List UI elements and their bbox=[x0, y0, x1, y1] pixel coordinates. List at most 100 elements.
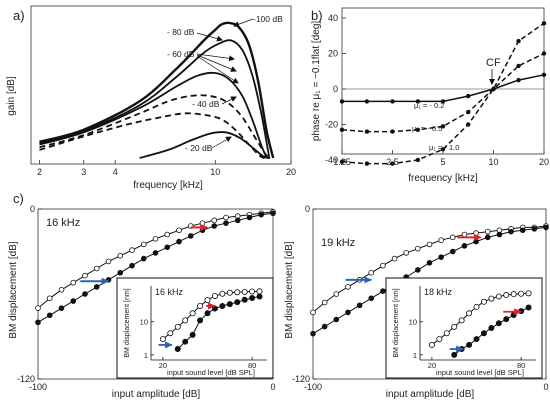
panel-a-annotation-100db: -100 dB bbox=[253, 14, 283, 24]
panel-c-ytick-label: 0 bbox=[305, 204, 310, 214]
panel-b-point bbox=[541, 21, 547, 26]
panel-c-open-point bbox=[199, 220, 206, 226]
inset-title: 16 kHz bbox=[155, 287, 184, 297]
panel-a-annotation-40db: - 40 dB bbox=[192, 99, 220, 109]
inset-filled-point bbox=[197, 317, 204, 324]
inset-xlabel: input sound level [dB SPL] bbox=[167, 368, 255, 377]
panel-c-open-point bbox=[58, 286, 65, 293]
panel-b-point bbox=[339, 127, 345, 133]
inset-filled-point bbox=[525, 304, 532, 311]
panel-b-point bbox=[440, 147, 446, 152]
panel-label-a: a) bbox=[13, 8, 25, 23]
panel-c-open-point bbox=[345, 284, 351, 290]
panel-c-filled-point bbox=[152, 250, 159, 256]
panel-a-xtick-label: 2 bbox=[37, 167, 42, 177]
panel-b-point bbox=[541, 51, 547, 56]
inset-filled-point bbox=[174, 346, 181, 353]
panel-b-point bbox=[390, 99, 395, 104]
panel-b-ylabel: phase re μ₁ = −0.1flat [deg] bbox=[311, 21, 322, 142]
panel-c-open-point bbox=[415, 245, 421, 252]
inset-open-point bbox=[451, 323, 458, 330]
panel-c-xtick-label: -100 bbox=[29, 382, 47, 392]
panel-c-filled-point bbox=[258, 211, 265, 218]
inset-filled-point bbox=[503, 316, 510, 323]
inset-ylabel: BM displacement [nm] bbox=[393, 288, 400, 357]
inset-filled-point bbox=[249, 295, 256, 302]
inset-open-point bbox=[211, 292, 218, 299]
arrow-60db-1 bbox=[196, 53, 235, 62]
panel-c-filled-point bbox=[129, 262, 135, 269]
panel-b-point bbox=[466, 109, 471, 115]
inset-open-point bbox=[174, 323, 181, 330]
panel-c-filled-point bbox=[345, 309, 351, 316]
inset-filled-point bbox=[451, 351, 458, 358]
panel-b-ytick-label: 0 bbox=[333, 84, 338, 94]
panel-c1-title: 16 kHz bbox=[46, 217, 80, 229]
panel-c-ytick-label: 0 bbox=[30, 204, 35, 214]
inset-filled-point bbox=[204, 310, 211, 317]
panel-b-point bbox=[415, 157, 421, 163]
inset-filled-point bbox=[510, 311, 517, 318]
arrow-80db bbox=[196, 32, 223, 42]
panel-c-filled-point bbox=[380, 288, 386, 294]
inset-open-point bbox=[204, 297, 211, 304]
inset-open-point bbox=[488, 295, 495, 302]
panel-b-ytick-label: -40 bbox=[325, 155, 338, 165]
panel-a-annotation-arrows bbox=[196, 18, 254, 149]
panel-c-open-point bbox=[211, 217, 218, 224]
panel-c-filled-point bbox=[140, 255, 147, 262]
panel-c-xtick-label: 0 bbox=[543, 382, 548, 392]
inset-filled-point bbox=[234, 299, 241, 306]
panel-a-annotation-80db: - 80 dB bbox=[167, 27, 195, 37]
panel-c-open-point bbox=[117, 252, 124, 259]
panel-c-19khz-chart: -100 0 -120 0 19 kHz input amplitude [dB] B… bbox=[284, 204, 549, 400]
panel-c-open-point bbox=[152, 235, 159, 242]
panel-c2-title: 19 kHz bbox=[321, 237, 355, 249]
inset-open-point bbox=[241, 288, 248, 295]
panel-b-point bbox=[466, 93, 471, 99]
panel-c-open-point bbox=[333, 291, 340, 297]
panel-c-open-point bbox=[484, 228, 491, 235]
inset-open-point bbox=[480, 298, 487, 305]
inset-xtick-label: 80 bbox=[517, 361, 525, 370]
panel-b-series-1 bbox=[342, 74, 545, 103]
panel-b-label-mu-0-5: μ₁ = - 0.5 bbox=[412, 124, 442, 133]
panel-c-open-point bbox=[321, 299, 328, 306]
panel-b-label-mu-1-0: μ₁ = - 1.0 bbox=[429, 143, 459, 152]
panel-label-c: c) bbox=[13, 191, 24, 206]
panel-c1-xlabel: input amplitude [dB] bbox=[112, 389, 201, 400]
panel-c-filled-point bbox=[473, 238, 479, 245]
inset-filled-point bbox=[189, 331, 196, 338]
panel-c-filled-point bbox=[415, 267, 421, 273]
inset-open-point bbox=[510, 291, 517, 298]
inset-filled-point bbox=[226, 301, 233, 308]
panel-c-open-point bbox=[46, 295, 53, 302]
panel-c-filled-point bbox=[82, 291, 88, 297]
panel-b-point bbox=[516, 63, 521, 69]
panel-c-filled-point bbox=[519, 227, 526, 234]
inset-filled-point bbox=[473, 336, 480, 343]
panel-c-xtick-label: -100 bbox=[304, 382, 322, 392]
inset-open-point bbox=[458, 317, 465, 324]
panel-c-filled-point bbox=[246, 214, 253, 221]
panel-c-open-point bbox=[129, 247, 135, 253]
panel-b-point bbox=[466, 122, 471, 127]
panel-a-curve-1 bbox=[39, 21, 275, 159]
inset-filled-point bbox=[466, 341, 473, 348]
panel-c-filled-point bbox=[199, 227, 206, 234]
panel-b-point bbox=[415, 99, 421, 104]
panel-c-filled-point bbox=[508, 228, 514, 235]
panel-b-phase-chart: 1.25 2.5 5 10 20 -40 -20 0 20 40 CF μ₁ = - 0.2 μ₁… bbox=[311, 7, 549, 184]
panel-b-point bbox=[364, 161, 370, 166]
panel-a-curve-2 bbox=[39, 39, 271, 159]
panel-c-filled-point bbox=[223, 220, 229, 226]
inset-filled-point bbox=[480, 330, 487, 337]
panel-a-xlabel: frequency [kHz] bbox=[133, 180, 203, 191]
panel-a-curve-3 bbox=[39, 71, 268, 159]
panel-c-filled-point bbox=[543, 224, 549, 231]
inset-open-point bbox=[189, 310, 196, 317]
inset-open-point bbox=[428, 341, 435, 348]
panel-c-filled-point bbox=[310, 330, 316, 337]
panel-c-ytick-label: -120 bbox=[292, 374, 310, 384]
